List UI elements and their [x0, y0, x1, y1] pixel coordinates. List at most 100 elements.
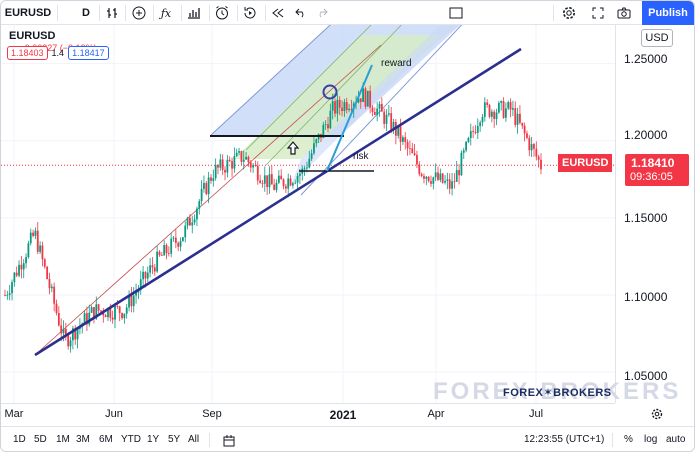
candle-body: [39, 245, 42, 252]
x-tick: Mar: [4, 408, 24, 420]
reward-label[interactable]: reward: [381, 58, 412, 69]
percent-toggle[interactable]: %: [624, 434, 633, 445]
range-5d[interactable]: 5D: [34, 434, 47, 445]
screenshot-icon[interactable]: [615, 4, 633, 22]
candle-body: [53, 286, 56, 304]
fullscreen-icon[interactable]: [589, 4, 607, 22]
candle-body: [69, 340, 72, 347]
candle-body: [247, 156, 250, 163]
clock-timezone[interactable]: 12:23:55 (UTC+1): [524, 434, 605, 445]
candle-body: [476, 126, 479, 133]
candle-body: [165, 244, 168, 254]
date-range-icon[interactable]: [223, 434, 235, 451]
ask-price[interactable]: 1.18417: [68, 46, 109, 60]
candle-body: [336, 99, 339, 114]
candle-body: [537, 156, 540, 160]
interval-button[interactable]: D: [82, 7, 90, 19]
candle-body: [469, 131, 472, 138]
candle-body: [348, 108, 350, 111]
currency-button[interactable]: USD: [641, 29, 673, 47]
candle-body: [282, 179, 285, 187]
candle-body: [488, 104, 491, 117]
candle-body: [200, 188, 203, 202]
candle-body: [221, 159, 224, 170]
range-1d[interactable]: 1D: [13, 434, 26, 445]
candle-body: [36, 230, 39, 252]
candle-body: [144, 271, 147, 279]
range-all[interactable]: All: [188, 434, 200, 445]
symbol-search-button[interactable]: EURUSD: [4, 7, 52, 19]
time-axis[interactable]: Mar Jun Sep 2021 Apr Jul: [1, 403, 615, 423]
candle-body: [413, 153, 416, 155]
watermark-logo: FOREX✶BROKERS: [503, 387, 612, 399]
rewind-icon[interactable]: [269, 4, 287, 22]
reward-line[interactable]: [326, 64, 373, 172]
legend-symbol[interactable]: EURUSD: [9, 30, 56, 42]
candle-body: [341, 107, 343, 112]
candle-body: [519, 113, 521, 123]
target-circle[interactable]: [322, 84, 338, 100]
candle-body: [205, 182, 208, 195]
last-price-value: 1.18410: [631, 156, 675, 170]
candle-body: [130, 295, 133, 307]
templates-icon[interactable]: [185, 4, 203, 22]
candle-body: [151, 265, 154, 268]
candle-body: [409, 148, 411, 150]
log-toggle[interactable]: log: [644, 434, 658, 445]
candle-body: [219, 159, 222, 168]
alert-icon[interactable]: [213, 4, 231, 22]
indicators-icon[interactable]: ƒx: [160, 6, 172, 20]
range-3m[interactable]: 3M: [76, 434, 90, 445]
candle-body: [315, 139, 318, 144]
fib-channel[interactable]: [34, 25, 471, 356]
range-6m[interactable]: 6M: [99, 434, 113, 445]
auto-toggle[interactable]: auto: [666, 434, 686, 445]
add-compare-icon[interactable]: [130, 4, 148, 22]
candle-body: [135, 292, 137, 296]
replay-icon[interactable]: [241, 4, 259, 22]
candle-body: [158, 251, 161, 256]
x-tick: Apr: [427, 408, 445, 420]
candle-body: [376, 108, 379, 115]
candle-body: [93, 307, 95, 319]
range-1m[interactable]: 1M: [56, 434, 70, 445]
candle-body: [184, 225, 187, 238]
candle-body: [62, 328, 65, 334]
candle-body: [387, 113, 390, 115]
bid-price[interactable]: 1.18403: [7, 46, 48, 60]
candle-body: [34, 230, 37, 236]
redo-icon[interactable]: [313, 4, 331, 22]
undo-icon[interactable]: [292, 4, 310, 22]
candle-body: [67, 335, 70, 347]
fullscreen-toggle-icon[interactable]: [447, 4, 465, 22]
candle-body: [366, 90, 369, 107]
candle-body: [29, 232, 32, 244]
candle-body: [167, 253, 170, 254]
candle-body: [357, 98, 360, 103]
range-5y[interactable]: 5Y: [168, 434, 181, 445]
candle-body: [514, 108, 517, 125]
candle-body: [163, 244, 166, 256]
axis-settings-icon[interactable]: [651, 407, 663, 425]
last-price-label: 1.18410 09:36:05: [625, 154, 689, 186]
risk-label[interactable]: risk: [353, 151, 369, 162]
candle-body: [516, 113, 519, 125]
settings-icon[interactable]: [560, 4, 578, 22]
candle-body: [371, 107, 374, 112]
candle-body: [109, 308, 112, 318]
publish-button[interactable]: Publish: [642, 1, 694, 25]
price-chart[interactable]: [1, 25, 615, 403]
trendline[interactable]: [34, 47, 522, 357]
candle-body: [107, 308, 109, 318]
price-axis[interactable]: 1.25000 1.20000 1.15000 1.10000 1.05000: [615, 25, 694, 403]
candle-body: [50, 286, 53, 289]
bar-countdown: 09:36:05: [630, 171, 673, 183]
bars-style-icon[interactable]: [104, 4, 120, 22]
candle-body: [88, 312, 91, 325]
candle-body: [472, 131, 475, 132]
candle-body: [203, 182, 205, 189]
candle-body: [287, 178, 290, 189]
range-1y[interactable]: 1Y: [147, 434, 160, 445]
candle-body: [210, 177, 212, 181]
range-ytd[interactable]: YTD: [121, 434, 141, 445]
